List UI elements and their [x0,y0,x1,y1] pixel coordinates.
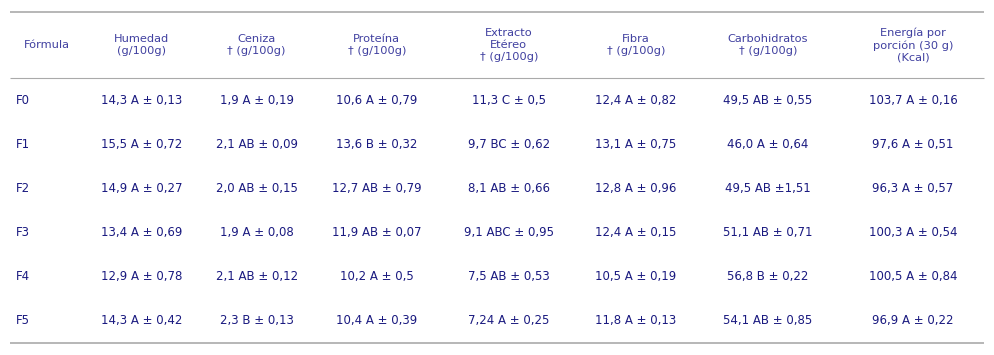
Text: 10,2 A ± 0,5: 10,2 A ± 0,5 [340,270,414,283]
Text: 13,1 A ± 0,75: 13,1 A ± 0,75 [595,138,676,151]
Text: 7,24 A ± 0,25: 7,24 A ± 0,25 [468,315,550,327]
Text: 15,5 A ± 0,72: 15,5 A ± 0,72 [100,138,182,151]
Text: F4: F4 [16,270,30,283]
Text: 51,1 AB ± 0,71: 51,1 AB ± 0,71 [723,226,812,239]
Text: F0: F0 [16,94,30,106]
Text: 1,9 A ± 0,08: 1,9 A ± 0,08 [220,226,293,239]
Text: 11,9 AB ± 0,07: 11,9 AB ± 0,07 [332,226,421,239]
Text: 8,1 AB ± 0,66: 8,1 AB ± 0,66 [468,182,550,195]
Text: 100,5 A ± 0,84: 100,5 A ± 0,84 [869,270,957,283]
Text: 96,3 A ± 0,57: 96,3 A ± 0,57 [873,182,953,195]
Text: 49,5 AB ± 0,55: 49,5 AB ± 0,55 [723,94,812,106]
Text: 2,3 B ± 0,13: 2,3 B ± 0,13 [220,315,293,327]
Text: 100,3 A ± 0,54: 100,3 A ± 0,54 [869,226,957,239]
Text: 12,9 A ± 0,78: 12,9 A ± 0,78 [100,270,182,283]
Text: F5: F5 [16,315,30,327]
Text: 56,8 B ± 0,22: 56,8 B ± 0,22 [727,270,808,283]
Text: 13,4 A ± 0,69: 13,4 A ± 0,69 [100,226,182,239]
Text: 12,4 A ± 0,82: 12,4 A ± 0,82 [595,94,676,106]
Text: 97,6 A ± 0,51: 97,6 A ± 0,51 [873,138,954,151]
Text: Ceniza
† (g/100g): Ceniza † (g/100g) [228,34,285,56]
Text: Humedad
(g/100g): Humedad (g/100g) [114,34,169,56]
Text: Carbohidratos
† (g/100g): Carbohidratos † (g/100g) [728,34,808,56]
Text: F2: F2 [16,182,30,195]
Text: 10,5 A ± 0,19: 10,5 A ± 0,19 [595,270,676,283]
Text: 9,7 BC ± 0,62: 9,7 BC ± 0,62 [468,138,550,151]
Text: 103,7 A ± 0,16: 103,7 A ± 0,16 [869,94,957,106]
Text: 2,0 AB ± 0,15: 2,0 AB ± 0,15 [216,182,297,195]
Text: Proteína
† (g/100g): Proteína † (g/100g) [348,34,406,56]
Text: 11,3 C ± 0,5: 11,3 C ± 0,5 [472,94,546,106]
Text: 49,5 AB ±1,51: 49,5 AB ±1,51 [725,182,810,195]
Text: 14,3 A ± 0,42: 14,3 A ± 0,42 [100,315,182,327]
Text: 12,8 A ± 0,96: 12,8 A ± 0,96 [595,182,676,195]
Text: 14,3 A ± 0,13: 14,3 A ± 0,13 [100,94,182,106]
Text: Extracto
Etéreo
† (g/100g): Extracto Etéreo † (g/100g) [480,28,538,62]
Text: 11,8 A ± 0,13: 11,8 A ± 0,13 [595,315,676,327]
Text: F3: F3 [16,226,30,239]
Text: 54,1 AB ± 0,85: 54,1 AB ± 0,85 [723,315,812,327]
Text: 46,0 A ± 0,64: 46,0 A ± 0,64 [727,138,808,151]
Text: 2,1 AB ± 0,09: 2,1 AB ± 0,09 [216,138,297,151]
Text: 7,5 AB ± 0,53: 7,5 AB ± 0,53 [468,270,550,283]
Text: 10,6 A ± 0,79: 10,6 A ± 0,79 [336,94,417,106]
Text: Fibra
† (g/100g): Fibra † (g/100g) [606,34,665,56]
Text: Energía por
porción (30 g)
(Kcal): Energía por porción (30 g) (Kcal) [873,27,953,63]
Text: 14,9 A ± 0,27: 14,9 A ± 0,27 [100,182,182,195]
Text: Fórmula: Fórmula [24,40,70,50]
Text: 2,1 AB ± 0,12: 2,1 AB ± 0,12 [216,270,297,283]
Text: 10,4 A ± 0,39: 10,4 A ± 0,39 [336,315,417,327]
Text: 13,6 B ± 0,32: 13,6 B ± 0,32 [336,138,417,151]
Text: F1: F1 [16,138,30,151]
Text: 12,7 AB ± 0,79: 12,7 AB ± 0,79 [332,182,421,195]
Text: 96,9 A ± 0,22: 96,9 A ± 0,22 [873,315,954,327]
Text: 12,4 A ± 0,15: 12,4 A ± 0,15 [595,226,676,239]
Text: 9,1 ABC ± 0,95: 9,1 ABC ± 0,95 [464,226,554,239]
Text: 1,9 A ± 0,19: 1,9 A ± 0,19 [220,94,293,106]
